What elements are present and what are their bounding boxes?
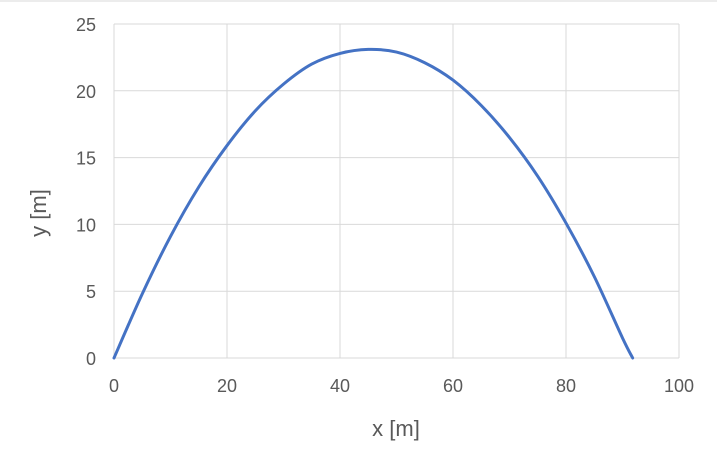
y-tick-label: 15: [76, 149, 96, 169]
x-tick-label: 20: [217, 376, 237, 396]
y-axis-title: y [m]: [26, 189, 51, 237]
y-axis-tick-labels: 0 5 10 15 20 25: [76, 15, 96, 369]
y-tick-label: 5: [86, 282, 96, 302]
y-tick-label: 10: [76, 215, 96, 235]
horizontal-gridlines: [114, 23, 679, 359]
x-tick-label: 80: [556, 376, 576, 396]
trajectory-line: [112, 47, 635, 360]
vertical-gridlines: [113, 24, 680, 358]
y-tick-label: 0: [86, 349, 96, 369]
y-tick-label: 25: [76, 15, 96, 35]
series-layer: [112, 47, 635, 360]
x-tick-label: 60: [443, 376, 463, 396]
x-tick-label: 100: [664, 376, 694, 396]
x-axis-title: x [m]: [372, 416, 420, 441]
x-axis-tick-labels: 0 20 40 60 80 100: [109, 376, 694, 396]
x-tick-label: 0: [109, 376, 119, 396]
x-tick-label: 40: [330, 376, 350, 396]
y-tick-label: 20: [76, 82, 96, 102]
